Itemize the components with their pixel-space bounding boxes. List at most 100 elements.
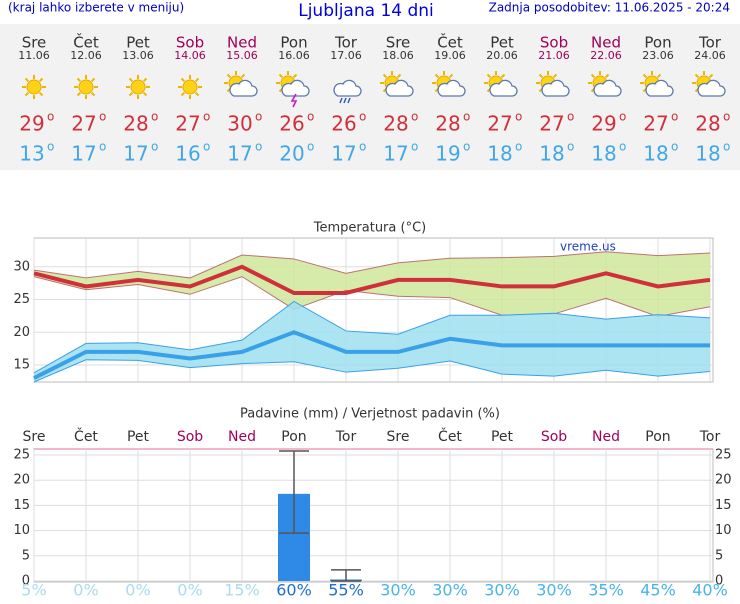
- sun-ray: [180, 91, 186, 97]
- x-tick-label: Sob: [541, 429, 567, 445]
- update-time: Zadnja posodobitev: 11.06.2025 - 20:24: [489, 1, 730, 15]
- cloud: [333, 79, 362, 97]
- y-tick-label: 0: [22, 573, 30, 588]
- day-name: Sre: [386, 34, 411, 52]
- sun-ray: [486, 73, 492, 79]
- low-temp: 18: [487, 142, 512, 166]
- sun-ray: [500, 73, 506, 79]
- sun-ray: [90, 77, 96, 83]
- low-temp: 18: [643, 142, 668, 166]
- high-temp: 29: [591, 112, 616, 136]
- weather-icon: [380, 71, 414, 97]
- degree: o: [307, 140, 314, 154]
- x-tick-label: Ned: [228, 429, 256, 445]
- high-temp: 28: [123, 112, 148, 136]
- y2-tick-label: 10: [715, 523, 732, 538]
- x-tick-label: Pet: [127, 429, 150, 445]
- low-temp: 13: [19, 142, 44, 166]
- probability-label: 55%: [328, 581, 364, 600]
- sun-ray: [142, 77, 148, 83]
- rain-drop: [347, 97, 351, 104]
- sun-ray: [24, 77, 30, 83]
- degree: o: [359, 110, 366, 124]
- degree: o: [463, 140, 470, 154]
- day-name: Ned: [227, 34, 257, 52]
- probability-label: 30%: [484, 581, 520, 600]
- degree: o: [151, 110, 158, 124]
- day-name: Sob: [540, 34, 568, 52]
- degree: o: [307, 110, 314, 124]
- day-name: Ned: [591, 34, 621, 52]
- degree: o: [671, 110, 678, 124]
- day-date: 11.06: [18, 49, 50, 62]
- degree: o: [463, 110, 470, 124]
- sun-ray: [38, 91, 44, 97]
- x-tick-label: Sre: [23, 429, 46, 445]
- probability-label: 35%: [588, 581, 624, 600]
- degree: o: [567, 140, 574, 154]
- sun-ray: [694, 73, 700, 79]
- sun-ray: [604, 73, 610, 79]
- sun-ray: [38, 77, 44, 83]
- degree: o: [723, 110, 730, 124]
- y-tick-label: 15: [13, 357, 30, 372]
- degree: o: [203, 140, 210, 154]
- day-date: 24.06: [694, 49, 726, 62]
- weather-icon: [178, 75, 202, 99]
- degree: o: [47, 140, 54, 154]
- y2-tick-label: 15: [715, 498, 732, 513]
- probability-label: 30%: [380, 581, 416, 600]
- degree: o: [515, 140, 522, 154]
- x-tick-label: Sob: [177, 429, 203, 445]
- error-bar: [279, 450, 309, 534]
- cloud: [281, 79, 310, 97]
- sun-ray: [194, 91, 200, 97]
- sun: [78, 79, 94, 95]
- sun-ray: [382, 73, 388, 79]
- high-temp: 28: [695, 112, 720, 136]
- degree: o: [255, 140, 262, 154]
- low-temp: 17: [71, 142, 96, 166]
- cloud: [541, 79, 570, 97]
- day-date: 17.06: [330, 49, 362, 62]
- weather-icon: [692, 71, 726, 97]
- probability-label: 60%: [276, 581, 312, 600]
- range-band: [34, 251, 710, 317]
- weather-icon: [126, 75, 150, 99]
- degree: o: [99, 110, 106, 124]
- weather-icon: [484, 71, 518, 97]
- rain-drop: [343, 97, 347, 104]
- y-tick-label: 10: [13, 523, 30, 538]
- y-tick-label: 20: [13, 473, 30, 488]
- weather-icon: [224, 71, 258, 97]
- rain-drop: [339, 97, 343, 104]
- day-name: Pet: [490, 34, 514, 52]
- high-temp: 28: [435, 112, 460, 136]
- sun-ray: [128, 77, 134, 83]
- low-temp: 17: [331, 142, 356, 166]
- sun: [26, 79, 42, 95]
- page-title: Ljubljana 14 dni: [298, 1, 434, 21]
- y-tick-label: 25: [13, 448, 30, 463]
- day-name: Pon: [644, 34, 671, 52]
- sun-ray: [76, 77, 82, 83]
- sun-ray: [708, 73, 714, 79]
- sun-ray: [76, 91, 82, 97]
- y-tick-label: 30: [13, 259, 30, 274]
- degree: o: [619, 110, 626, 124]
- low-temp: 19: [435, 142, 460, 166]
- temp-line: [33, 330, 710, 380]
- day-date: 15.06: [226, 49, 258, 62]
- high-temp: 30: [227, 112, 252, 136]
- day-date: 19.06: [434, 49, 466, 62]
- day-date: 18.06: [382, 49, 414, 62]
- degree: o: [203, 110, 210, 124]
- degree: o: [671, 140, 678, 154]
- sun-ray: [552, 73, 558, 79]
- x-tick-label: Ned: [592, 429, 620, 445]
- probability-label: 45%: [640, 581, 676, 600]
- high-temp: 27: [643, 112, 668, 136]
- low-temp: 20: [279, 142, 304, 166]
- low-temp: 17: [227, 142, 252, 166]
- cloud: [489, 79, 518, 97]
